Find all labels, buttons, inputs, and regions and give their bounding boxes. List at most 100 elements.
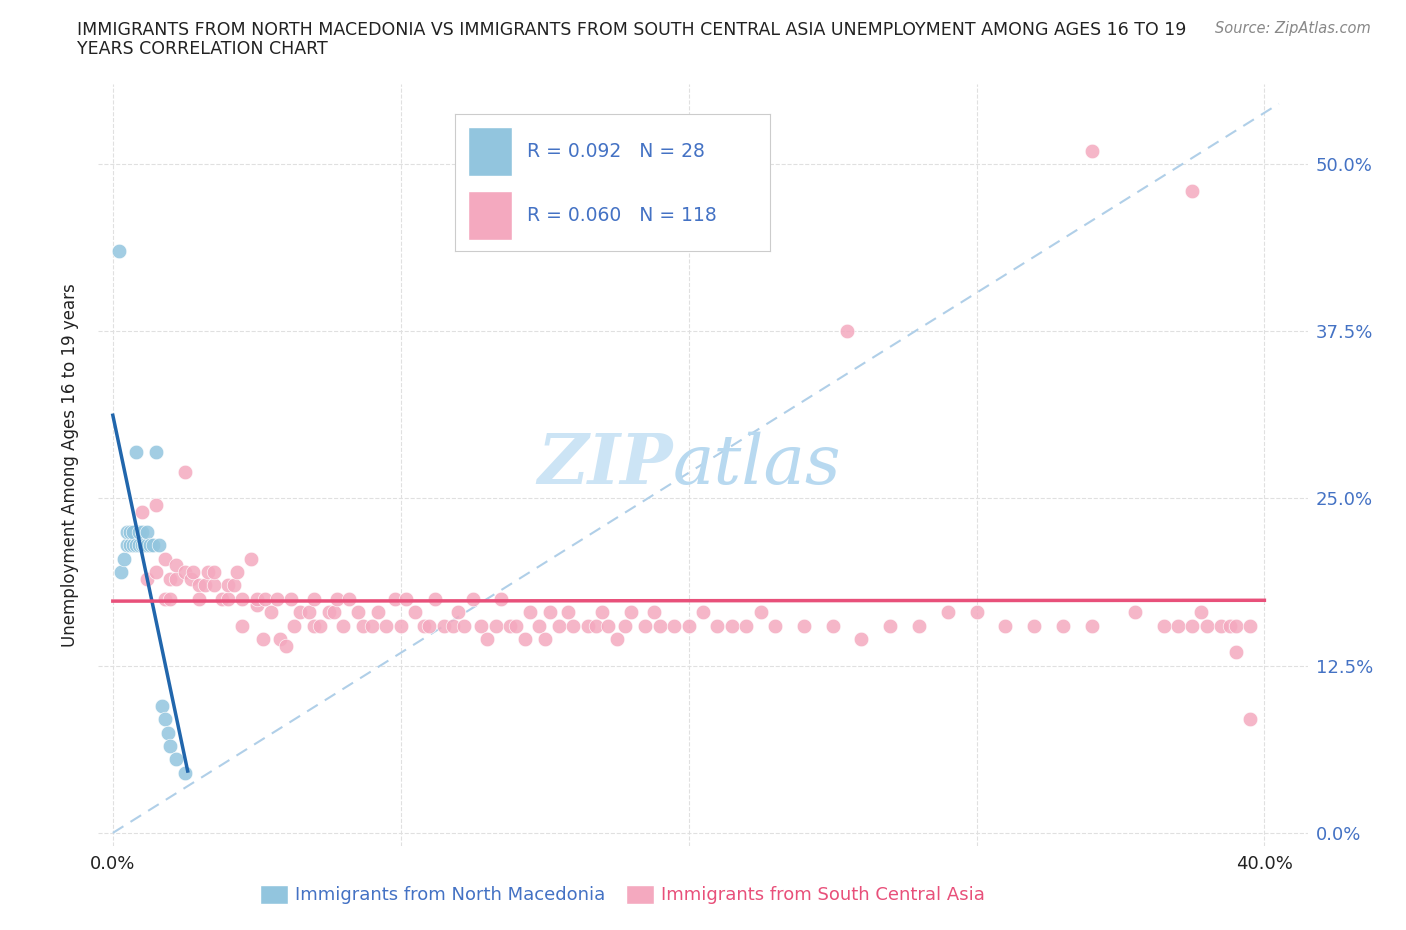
Point (1153, 618, 1175, 633)
Point (280, 591, 302, 606)
Point (620, 604, 643, 619)
Point (966, 604, 988, 619)
Point (533, 631, 555, 646)
Point (318, 604, 340, 619)
Point (441, 618, 464, 633)
Text: Immigrants from South Central Asia: Immigrants from South Central Asia (661, 885, 984, 904)
Point (433, 618, 456, 633)
Point (1123, 604, 1146, 619)
Text: YEARS CORRELATION CHART: YEARS CORRELATION CHART (77, 40, 328, 58)
Point (246, 591, 269, 606)
Point (527, 618, 550, 633)
Point (879, 618, 901, 633)
Point (252, 631, 274, 646)
Point (389, 618, 412, 633)
Point (763, 618, 786, 633)
Point (648, 618, 671, 633)
Point (596, 618, 619, 633)
Point (159, 571, 181, 586)
Point (288, 604, 311, 619)
Point (664, 618, 686, 633)
Point (505, 618, 527, 633)
Y-axis label: Unemployment Among Ages 16 to 19 years: Unemployment Among Ages 16 to 19 years (60, 283, 79, 647)
Point (122, 538, 145, 552)
Point (309, 618, 332, 633)
Point (254, 591, 277, 606)
Point (222, 578, 245, 592)
Point (453, 618, 475, 633)
Point (1167, 618, 1189, 633)
Point (150, 698, 173, 713)
Point (678, 618, 700, 633)
Point (499, 618, 522, 633)
Point (835, 324, 858, 339)
Point (304, 591, 326, 606)
Point (165, 558, 187, 573)
Point (1195, 618, 1218, 633)
Point (585, 618, 607, 633)
Point (142, 538, 165, 552)
Point (183, 565, 205, 579)
Point (194, 578, 217, 592)
Point (346, 604, 368, 619)
Point (1080, 618, 1102, 633)
Point (274, 638, 297, 653)
Point (188, 591, 211, 606)
Point (159, 738, 181, 753)
Point (1189, 604, 1212, 619)
Point (337, 591, 360, 606)
Point (136, 571, 159, 586)
Point (1225, 644, 1247, 659)
Point (367, 604, 389, 619)
Point (548, 618, 571, 633)
Point (153, 551, 176, 566)
Point (475, 631, 498, 646)
Point (136, 525, 159, 539)
Point (180, 571, 202, 586)
Point (107, 244, 129, 259)
Point (936, 604, 959, 619)
Point (1080, 143, 1102, 158)
Point (266, 591, 288, 606)
Point (217, 591, 239, 606)
Point (1219, 618, 1241, 633)
Point (136, 538, 159, 552)
Point (491, 591, 513, 606)
Point (323, 604, 346, 619)
Point (1052, 618, 1074, 633)
Point (240, 551, 263, 566)
Text: Immigrants from North Macedonia: Immigrants from North Macedonia (295, 885, 606, 904)
Point (131, 538, 153, 552)
Point (115, 538, 138, 552)
Point (375, 618, 398, 633)
Point (145, 445, 167, 459)
Text: ZIP: ZIP (537, 432, 672, 498)
Point (513, 631, 536, 646)
Point (851, 631, 873, 646)
Point (447, 604, 470, 619)
Point (122, 525, 145, 539)
Point (128, 525, 150, 539)
Point (404, 604, 426, 619)
Point (1211, 618, 1233, 633)
Point (519, 604, 541, 619)
Point (384, 591, 406, 606)
Point (125, 538, 148, 552)
Point (562, 618, 585, 633)
Point (269, 631, 291, 646)
Point (173, 565, 195, 579)
Point (470, 618, 492, 633)
Point (134, 538, 156, 552)
Point (352, 618, 374, 633)
Point (153, 711, 176, 726)
Point (231, 618, 253, 633)
Point (120, 525, 142, 539)
Point (326, 591, 349, 606)
Point (576, 618, 599, 633)
Point (173, 464, 195, 479)
Point (120, 538, 142, 552)
Point (153, 591, 176, 606)
Point (557, 604, 579, 619)
Point (115, 525, 138, 539)
Point (332, 618, 354, 633)
